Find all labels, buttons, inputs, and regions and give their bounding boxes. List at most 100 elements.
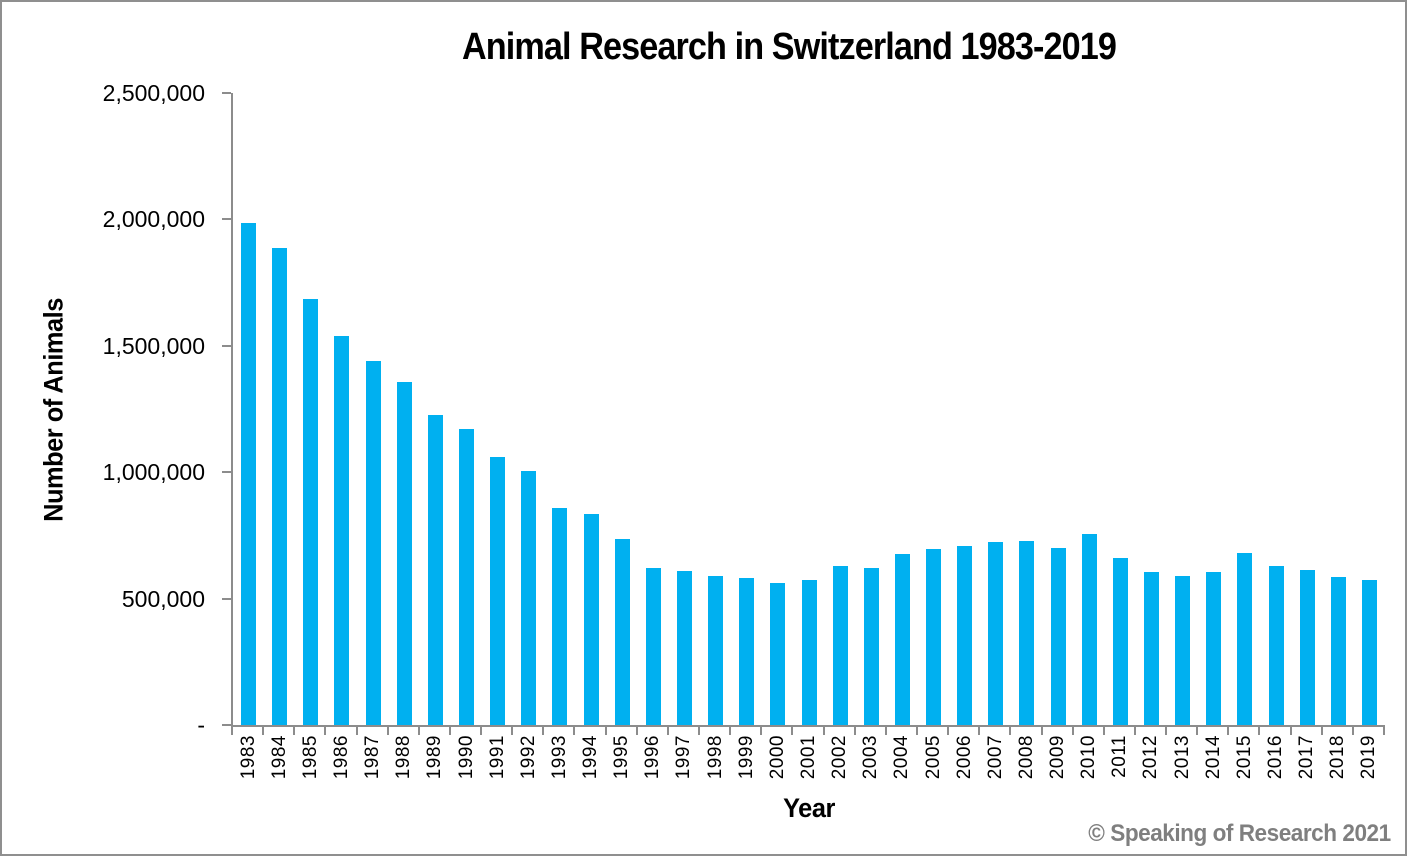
bar-1991: [490, 457, 505, 725]
x-tick-4: [356, 727, 358, 735]
y-tick-1000000: [222, 471, 231, 473]
x-tick-label-1990: 1990: [456, 735, 477, 780]
y-tick-label-0: -: [197, 712, 205, 738]
x-tick-1: [262, 727, 264, 735]
x-tick-label-1988: 1988: [393, 735, 414, 780]
x-tick-label-1995: 1995: [611, 735, 632, 780]
x-tick-label-2002: 2002: [829, 735, 850, 780]
x-tick-8: [480, 727, 482, 735]
x-tick-label-2015: 2015: [1234, 735, 1255, 780]
bar-2008: [1019, 541, 1034, 725]
x-tick-label-2008: 2008: [1016, 735, 1037, 780]
x-tick-16: [729, 727, 731, 735]
bar-1989: [428, 415, 443, 725]
bar-2010: [1082, 534, 1097, 725]
x-tick-label-1994: 1994: [580, 735, 601, 780]
x-tick-33: [1258, 727, 1260, 735]
x-tick-label-1997: 1997: [673, 735, 694, 780]
bar-2016: [1269, 566, 1284, 725]
x-tick-19: [823, 727, 825, 735]
bar-2001: [802, 580, 817, 725]
x-tick-label-2010: 2010: [1078, 735, 1099, 780]
x-tick-label-2005: 2005: [923, 735, 944, 780]
x-tick-12: [605, 727, 607, 735]
y-tick-label-1000000: 1,000,000: [102, 459, 205, 485]
y-tick-500000: [222, 598, 231, 600]
x-tick-14: [667, 727, 669, 735]
x-tick-5: [387, 727, 389, 735]
x-tick-label-1999: 1999: [736, 735, 757, 780]
y-tick-label-500000: 500,000: [121, 586, 205, 612]
x-tick-37: [1383, 727, 1385, 735]
bar-1983: [241, 223, 256, 725]
x-tick-17: [760, 727, 762, 735]
y-tick-2000000: [222, 218, 231, 220]
x-tick-31: [1196, 727, 1198, 735]
x-tick-label-1992: 1992: [518, 735, 539, 780]
x-tick-13: [636, 727, 638, 735]
bar-1985: [303, 299, 318, 725]
bar-1998: [708, 576, 723, 725]
x-axis-title: Year: [783, 793, 835, 823]
bar-1997: [677, 571, 692, 725]
x-tick-label-1987: 1987: [362, 735, 383, 780]
x-tick-label-1991: 1991: [487, 735, 508, 780]
x-tick-21: [885, 727, 887, 735]
x-tick-label-2016: 2016: [1265, 735, 1286, 780]
bar-1992: [521, 471, 536, 725]
x-tick-15: [698, 727, 700, 735]
x-tick-34: [1290, 727, 1292, 735]
bar-2007: [988, 542, 1003, 725]
x-tick-label-2013: 2013: [1172, 735, 1193, 780]
x-tick-label-2001: 2001: [798, 735, 819, 780]
x-tick-3: [324, 727, 326, 735]
x-tick-label-1993: 1993: [549, 735, 570, 780]
bar-1999: [739, 578, 754, 725]
x-tick-18: [791, 727, 793, 735]
bar-2002: [833, 566, 848, 725]
x-tick-11: [573, 727, 575, 735]
x-tick-22: [916, 727, 918, 735]
x-tick-label-1985: 1985: [300, 735, 321, 780]
x-tick-label-2012: 2012: [1140, 735, 1161, 780]
x-tick-36: [1352, 727, 1354, 735]
y-tick-1500000: [222, 345, 231, 347]
y-tick-0: [222, 724, 231, 726]
x-tick-9: [511, 727, 513, 735]
bar-2017: [1300, 570, 1315, 725]
bar-1988: [397, 382, 412, 725]
bar-1993: [552, 508, 567, 725]
x-tick-20: [854, 727, 856, 735]
bar-1984: [272, 248, 287, 725]
x-tick-26: [1041, 727, 1043, 735]
x-tick-32: [1227, 727, 1229, 735]
x-tick-label-1986: 1986: [331, 735, 352, 780]
bar-1994: [584, 514, 599, 725]
x-tick-label-2018: 2018: [1327, 735, 1348, 780]
x-tick-24: [978, 727, 980, 735]
bar-2018: [1331, 577, 1346, 725]
bar-2009: [1051, 548, 1066, 725]
bar-2014: [1206, 572, 1221, 725]
x-tick-label-2011: 2011: [1109, 735, 1130, 778]
x-tick-7: [449, 727, 451, 735]
bar-2003: [864, 568, 879, 725]
x-tick-35: [1321, 727, 1323, 735]
x-tick-label-2003: 2003: [860, 735, 881, 780]
y-tick-label-2000000: 2,000,000: [102, 206, 205, 232]
x-tick-29: [1134, 727, 1136, 735]
x-tick-10: [542, 727, 544, 735]
bar-2019: [1362, 580, 1377, 725]
bar-2015: [1237, 553, 1252, 725]
bar-1986: [334, 336, 349, 725]
x-tick-label-2000: 2000: [767, 735, 788, 780]
x-tick-label-1984: 1984: [269, 735, 290, 780]
bar-2012: [1144, 572, 1159, 725]
bar-2005: [926, 549, 941, 725]
y-tick-label-2500000: 2,500,000: [102, 80, 205, 106]
x-tick-label-2006: 2006: [954, 735, 975, 780]
bar-1990: [459, 429, 474, 725]
bar-2013: [1175, 576, 1190, 725]
chart-title: Animal Research in Switzerland 1983-2019: [461, 26, 1117, 68]
